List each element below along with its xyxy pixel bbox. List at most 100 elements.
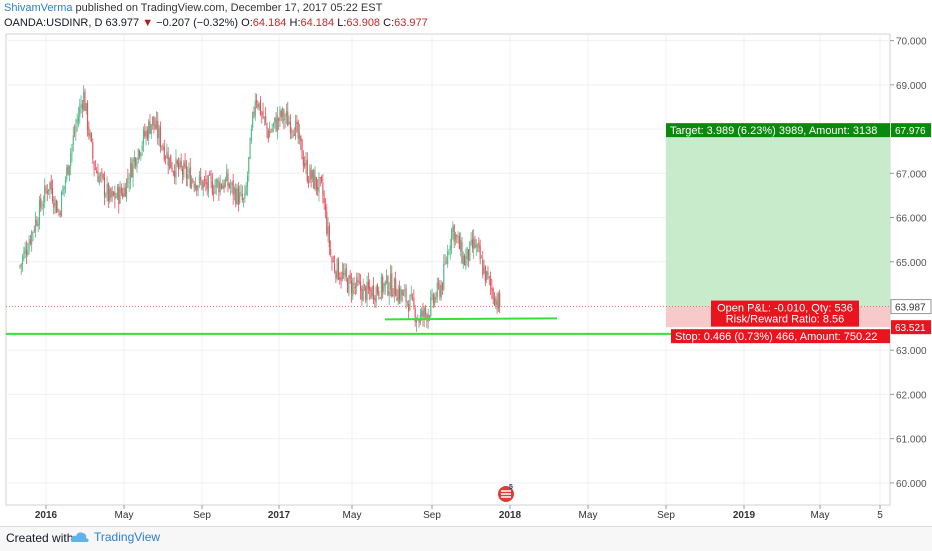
candle-body <box>111 191 113 197</box>
candle-body <box>192 180 194 182</box>
candle-body <box>246 175 249 187</box>
candle-body <box>436 282 438 298</box>
price-chart[interactable]: 70.00069.00068.00067.00066.00065.00063.0… <box>0 0 932 526</box>
candle-body <box>27 252 29 255</box>
candle-body <box>245 186 247 195</box>
stop-label: Stop: 0.466 (0.73%) 466, Amount: 750.22 <box>675 331 877 343</box>
candle-body <box>382 277 384 293</box>
last-price: 63.977 <box>105 17 140 29</box>
candle-body <box>205 179 207 185</box>
candle-body <box>103 177 106 196</box>
candle-body <box>33 230 35 231</box>
author-link[interactable]: ShivamVerma <box>4 2 73 14</box>
candle-body <box>341 271 343 280</box>
candle-body <box>317 186 319 191</box>
candle-body <box>484 265 486 282</box>
candle-body <box>388 291 390 296</box>
candle-body <box>19 265 21 267</box>
candle-body <box>275 118 277 132</box>
candle-body <box>58 211 60 213</box>
candle-body <box>72 135 74 145</box>
candle-body <box>172 171 174 173</box>
candle-body <box>193 183 195 188</box>
candle-body <box>133 156 135 162</box>
candle-body <box>118 187 120 205</box>
candle-body <box>76 119 78 124</box>
candle-body <box>155 120 158 128</box>
candle-body <box>425 308 427 314</box>
candle-body <box>198 174 200 184</box>
candle-body <box>66 167 68 179</box>
candle-body <box>57 208 59 212</box>
candle-body <box>466 247 468 259</box>
price-tag <box>891 320 931 335</box>
candle-body <box>471 239 473 248</box>
candle-body <box>239 192 241 204</box>
candle-body <box>40 198 42 208</box>
candle-body <box>194 183 197 190</box>
candle-body <box>48 189 50 192</box>
candle-body <box>353 284 355 285</box>
candle-body <box>41 207 43 210</box>
candle-body <box>210 176 212 180</box>
symbol-name: OANDA:USDINR, D <box>4 17 103 29</box>
candle-body <box>460 240 462 252</box>
candle-body <box>279 109 281 120</box>
candle-body <box>249 138 251 159</box>
candle-body <box>44 185 46 203</box>
candle-body <box>422 310 424 317</box>
target-label: Target: 3.989 (6.23%) 3989, Amount: 3138 <box>670 125 877 137</box>
candle-body <box>142 129 145 145</box>
candle-body <box>98 175 100 184</box>
candle-body <box>196 185 198 191</box>
candle-body <box>263 116 265 118</box>
candle-body <box>87 102 89 130</box>
tradingview-brand-text: TradingView <box>94 530 161 544</box>
candle-body <box>270 131 272 132</box>
x-tick-label: May <box>115 510 134 521</box>
candle-body <box>174 171 176 178</box>
candle-body <box>306 159 308 182</box>
candle-body <box>366 281 368 300</box>
candle-body <box>269 131 271 138</box>
candle-body <box>180 161 182 168</box>
x-tick-label: Sep <box>193 510 211 521</box>
price-tag-label: 67.976 <box>895 126 926 137</box>
candle-body <box>170 154 172 169</box>
candle-body <box>114 192 116 200</box>
candle-body <box>493 298 496 306</box>
tradingview-brand-link[interactable]: TradingView <box>70 530 160 544</box>
candle-body <box>496 300 498 308</box>
candle-body <box>449 245 451 251</box>
candle-body <box>102 174 104 179</box>
candle-body <box>458 236 460 250</box>
candle-body <box>211 180 213 195</box>
candle-body <box>352 282 354 297</box>
candle-body <box>348 275 350 295</box>
candle-body <box>308 181 310 183</box>
candle-body <box>483 267 485 274</box>
candle-body <box>497 294 499 311</box>
candle-body <box>122 193 124 198</box>
candle-body <box>266 123 268 130</box>
candle-body <box>124 187 126 197</box>
candle-body <box>166 151 168 159</box>
candle-body <box>413 298 415 307</box>
candle-body <box>363 284 366 286</box>
footer-bar: Created with TradingView <box>0 526 932 551</box>
candle-body <box>128 181 130 183</box>
candle-body <box>163 145 165 160</box>
candle-body <box>271 128 273 131</box>
stop-label-box <box>671 329 890 344</box>
candle-body <box>175 157 177 179</box>
candle-body <box>259 100 262 115</box>
candle-body <box>162 148 164 150</box>
candle-body <box>409 295 411 311</box>
candle-body <box>464 255 466 266</box>
candle-body <box>367 281 369 289</box>
candle-body <box>183 163 185 178</box>
candle-body <box>153 116 155 126</box>
candle-body <box>64 179 67 185</box>
candle-body <box>105 195 107 197</box>
candle-body <box>107 183 109 202</box>
